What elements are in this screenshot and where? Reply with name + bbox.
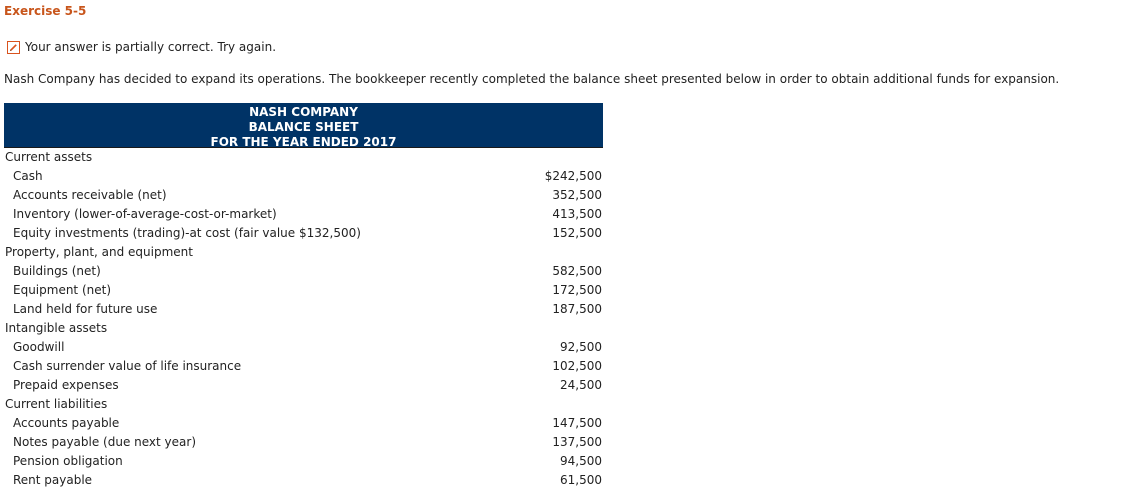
line-item-amount: 187,500 [552,302,602,316]
balance-sheet-header: NASH COMPANY BALANCE SHEET FOR THE YEAR … [4,103,603,149]
line-item-label: Equity investments (trading)-at cost (fa… [13,226,361,240]
line-item-row: Pension obligation 94,500 [4,452,603,471]
line-item-label: Land held for future use [13,302,158,316]
problem-description: Nash Company has decided to expand its o… [4,72,1060,86]
line-item-label: Inventory (lower-of-average-cost-or-mark… [13,207,277,221]
line-item-label: Rent payable [13,473,93,487]
balance-sheet-rows: Current assets Cash $242,500 Accounts recei… [4,148,603,490]
line-item-row: Prepaid expenses 24,500 [4,376,603,395]
section-heading-row: Property, plant, and equipment [4,243,603,262]
statement-period: FOR THE YEAR ENDED 2017 [210,135,397,149]
line-item-row: Inventory (lower-of-average-cost-or-mark… [4,205,603,224]
line-item-label: Buildings (net) [13,264,101,278]
line-item-amount: 172,500 [552,283,602,297]
line-item-row: Cash $242,500 [4,167,603,186]
line-item-amount: 24,500 [560,378,602,392]
section-heading: Intangible assets [5,321,108,335]
line-item-row: Land held for future use 187,500 [4,300,603,319]
line-item-row: Notes payable (due next year) 137,500 [4,433,603,452]
line-item-label: Prepaid expenses [13,378,119,392]
exercise-title: Exercise 5-5 [4,4,87,18]
section-heading-row: Intangible assets [4,319,603,338]
line-item-amount: $242,500 [544,169,602,183]
line-item-row: Accounts receivable (net) 352,500 [4,186,603,205]
line-item-row: Accounts payable 147,500 [4,414,603,433]
line-item-amount: 147,500 [552,416,602,430]
line-item-row: Rent payable 61,500 [4,471,603,490]
line-item-amount: 94,500 [560,454,602,468]
statement-name: BALANCE SHEET [248,120,359,134]
feedback-text: Your answer is partially correct. Try ag… [25,40,277,54]
line-item-amount: 413,500 [552,207,602,221]
line-item-amount: 352,500 [552,188,602,202]
line-item-amount: 152,500 [552,226,602,240]
section-heading: Property, plant, and equipment [5,245,193,259]
line-item-label: Equipment (net) [13,283,112,297]
balance-sheet: NASH COMPANY BALANCE SHEET FOR THE YEAR … [4,103,603,490]
line-item-amount: 102,500 [552,359,602,373]
line-item-label: Accounts payable [13,416,120,430]
line-item-amount: 92,500 [560,340,602,354]
feedback-message: Your answer is partially correct. Try ag… [7,39,276,55]
section-heading: Current assets [5,150,93,164]
line-item-row: Equipment (net) 172,500 [4,281,603,300]
edit-icon [7,40,20,54]
company-name: NASH COMPANY [249,105,358,119]
section-heading-row: Current liabilities [4,395,603,414]
section-heading: Current liabilities [5,397,108,411]
line-item-row: Equity investments (trading)-at cost (fa… [4,224,603,243]
line-item-label: Cash surrender value of life insurance [13,359,242,373]
line-item-amount: 61,500 [560,473,602,487]
line-item-label: Accounts receivable (net) [13,188,167,202]
line-item-row: Buildings (net) 582,500 [4,262,603,281]
line-item-row: Goodwill 92,500 [4,338,603,357]
section-heading-row: Current assets [4,148,603,167]
line-item-row: Cash surrender value of life insurance 10… [4,357,603,376]
line-item-amount: 137,500 [552,435,602,449]
line-item-label: Goodwill [13,340,65,354]
line-item-label: Cash [13,169,43,183]
line-item-amount: 582,500 [552,264,602,278]
line-item-label: Notes payable (due next year) [13,435,196,449]
line-item-label: Pension obligation [13,454,123,468]
